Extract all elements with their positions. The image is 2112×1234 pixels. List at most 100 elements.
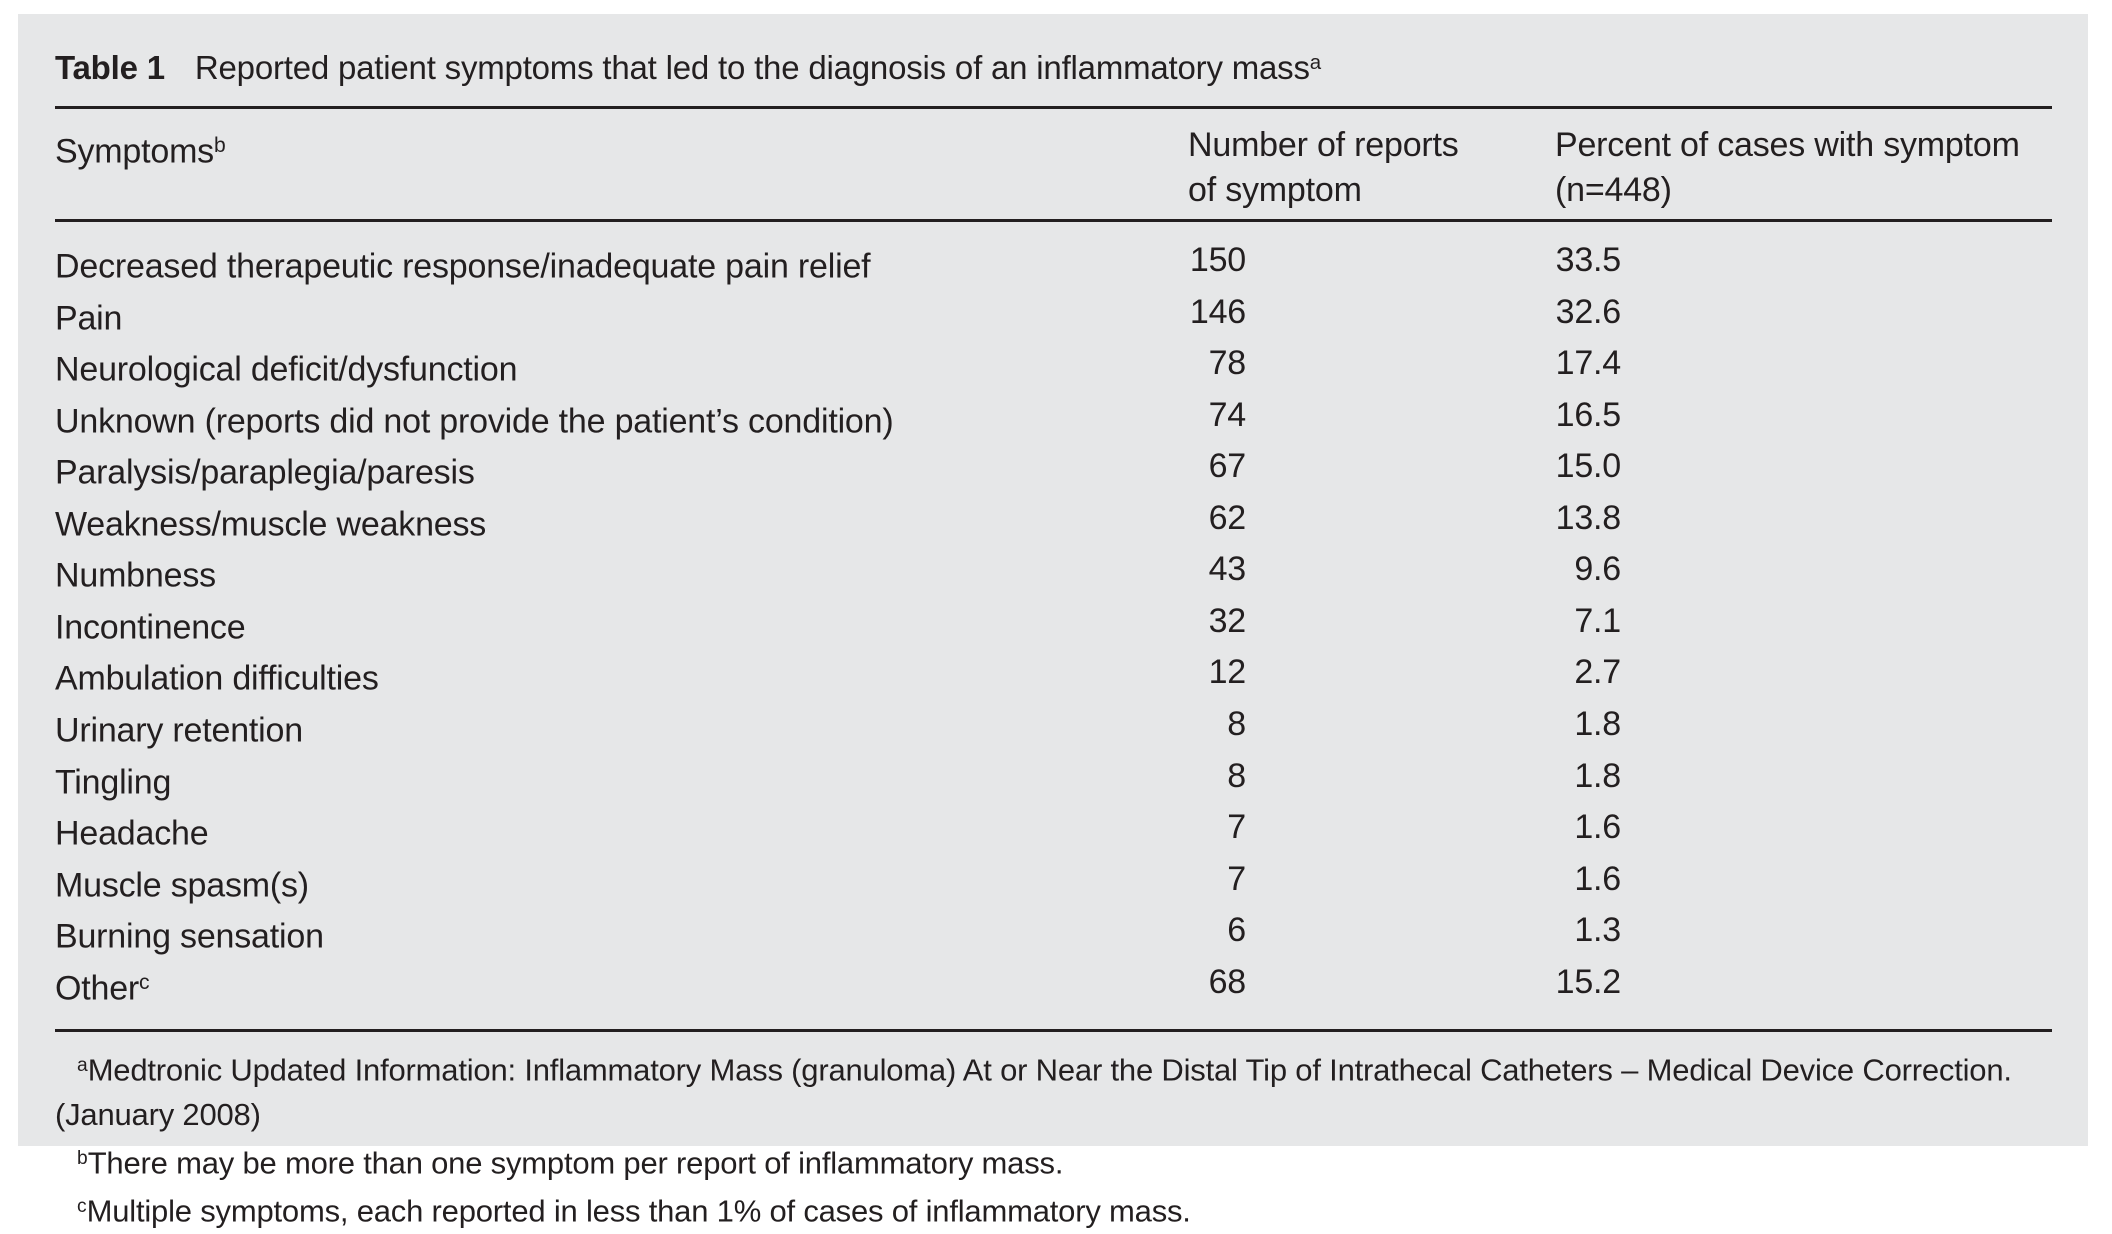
table-row: Headache 7 1.6 <box>55 805 2052 857</box>
table-row: Tingling 8 1.8 <box>55 754 2052 806</box>
reports-cell: 43 <box>1188 547 1555 599</box>
symptom-cell: Headache <box>55 805 1188 857</box>
table-body: Decreased therapeutic response/inadequat… <box>55 222 2052 1029</box>
row-footnote-marker: c <box>139 970 150 994</box>
percent-value: 7.1 <box>1574 601 1621 640</box>
table-row: Unknown (reports did not provide the pat… <box>55 393 2052 445</box>
caption-footnote-marker: a <box>1309 51 1322 74</box>
percent-value: 9.6 <box>1574 550 1621 589</box>
symptom-cell: Urinary retention <box>55 702 1188 754</box>
top-rule <box>55 106 2052 110</box>
symptom-label: Unknown (reports did not provide the pat… <box>55 402 894 441</box>
page: { "title": { "label": "Table 1", "text":… <box>18 14 2088 1230</box>
symptom-cell: Burning sensation <box>55 908 1188 960</box>
column-header-percent-line2: (n=448) <box>1555 171 1672 210</box>
footnote: cMultiple symptoms, each reported in les… <box>55 1185 2052 1234</box>
symptom-label: Other <box>55 969 140 1008</box>
column-header-reports-line1: Number of reports <box>1188 126 1459 165</box>
table-row: Paralysis/paraplegia/paresis 67 15.0 <box>55 444 2052 496</box>
footnote-marker: b <box>77 1147 88 1169</box>
footnote-text: There may be more than one symptom per r… <box>87 1145 1064 1181</box>
table-header-row: Symptomsb Number of reports of symptom P… <box>55 109 2052 219</box>
symptom-label: Decreased therapeutic response/inadequat… <box>55 247 871 286</box>
bottom-rule <box>55 1029 2052 1033</box>
percent-cell: 2.7 <box>1555 650 2052 702</box>
table-row: Numbness 43 9.6 <box>55 547 2052 599</box>
reports-cell: 68 <box>1188 960 1555 1012</box>
reports-value: 146 <box>1189 292 1246 331</box>
percent-value: 1.6 <box>1574 859 1621 898</box>
percent-cell: 13.8 <box>1555 496 2052 548</box>
percent-cell: 1.3 <box>1555 908 2052 960</box>
footnote: bThere may be more than one symptom per … <box>55 1137 2052 1186</box>
reports-value: 78 <box>1208 344 1247 383</box>
percent-cell: 7.1 <box>1555 599 2052 651</box>
percent-cell: 15.2 <box>1555 960 2052 1012</box>
reports-value: 6 <box>1227 911 1246 950</box>
symptom-cell: Tingling <box>55 754 1188 806</box>
percent-value: 33.5 <box>1555 241 1622 280</box>
column-header-percent: Percent of cases with symptom (n=448) <box>1555 123 2052 213</box>
reports-value: 8 <box>1227 705 1246 743</box>
reports-value: 7 <box>1227 859 1246 898</box>
symptom-label: Headache <box>55 814 209 853</box>
symptom-cell: Pain <box>55 290 1188 342</box>
percent-value: 15.0 <box>1555 447 1622 486</box>
symptom-label: Incontinence <box>55 608 246 647</box>
percent-cell: 33.5 <box>1555 238 2052 290</box>
column-header-percent-line1: Percent of cases with symptom <box>1555 126 2020 165</box>
symptom-cell: Neurological deficit/dysfunction <box>55 341 1188 393</box>
caption-label: Table 1 <box>55 49 165 87</box>
percent-value: 15.2 <box>1555 962 1622 1001</box>
footnote: aMedtronic Updated Information: Inflamma… <box>55 1044 2052 1137</box>
symptom-label: Neurological deficit/dysfunction <box>55 350 518 389</box>
reports-value: 74 <box>1208 395 1247 434</box>
symptom-cell: Incontinence <box>55 599 1188 651</box>
symptom-label: Urinary retention <box>55 711 303 750</box>
reports-cell: 32 <box>1188 599 1555 651</box>
percent-cell: 16.5 <box>1555 393 2052 445</box>
reports-cell: 67 <box>1188 444 1555 496</box>
reports-value: 12 <box>1208 653 1247 692</box>
percent-value: 17.4 <box>1555 344 1622 383</box>
footnote-text: Multiple symptoms, each reported in less… <box>86 1194 1191 1230</box>
caption-text: Reported patient symptoms that led to th… <box>194 49 1310 87</box>
reports-value: 7 <box>1227 808 1246 847</box>
percent-cell: 1.6 <box>1555 805 2052 857</box>
symptom-label: Muscle spasm(s) <box>55 866 309 905</box>
reports-cell: 7 <box>1188 805 1555 857</box>
table-row: Neurological deficit/dysfunction 78 17.4 <box>55 341 2052 393</box>
reports-value: 68 <box>1208 962 1247 1001</box>
column-header-symptoms-label: Symptoms <box>55 132 214 171</box>
table-row: Urinary retention 8 1.8 <box>55 702 2052 754</box>
percent-cell: 9.6 <box>1555 547 2052 599</box>
footnote-marker: a <box>77 1055 88 1077</box>
symptom-cell: Paralysis/paraplegia/paresis <box>55 444 1188 496</box>
reports-value: 150 <box>1189 241 1246 280</box>
percent-value: 1.8 <box>1574 756 1621 795</box>
percent-cell: 32.6 <box>1555 290 2052 342</box>
table-row: Weakness/muscle weakness 62 13.8 <box>55 496 2052 548</box>
table-row: Otherc 68 15.2 <box>55 960 2052 1012</box>
header-rule <box>55 219 2052 223</box>
percent-value: 32.6 <box>1555 292 1622 331</box>
symptoms-footnote-marker: b <box>214 134 226 158</box>
table-row: Muscle spasm(s) 7 1.6 <box>55 857 2052 909</box>
percent-cell: 1.6 <box>1555 857 2052 909</box>
symptom-label: Tingling <box>55 763 172 802</box>
reports-value: 43 <box>1208 550 1247 589</box>
symptom-label: Paralysis/paraplegia/paresis <box>55 453 475 492</box>
reports-cell: 62 <box>1188 496 1555 548</box>
reports-value: 67 <box>1208 447 1247 486</box>
reports-value: 8 <box>1227 756 1246 795</box>
table-panel: Table 1 Reported patient symptoms that le… <box>18 14 2088 1229</box>
symptom-cell: Weakness/muscle weakness <box>55 496 1188 548</box>
percent-cell: 15.0 <box>1555 444 2052 496</box>
symptom-cell: Muscle spasm(s) <box>55 857 1188 909</box>
footnote-marker: c <box>77 1196 87 1218</box>
table-caption: Table 1 Reported patient symptoms that le… <box>55 14 2052 89</box>
percent-value: 1.8 <box>1574 705 1621 743</box>
symptom-label: Numbness <box>55 556 216 595</box>
symptom-cell: Ambulation difficulties <box>55 650 1188 702</box>
table-row: Incontinence 32 7.1 <box>55 599 2052 651</box>
